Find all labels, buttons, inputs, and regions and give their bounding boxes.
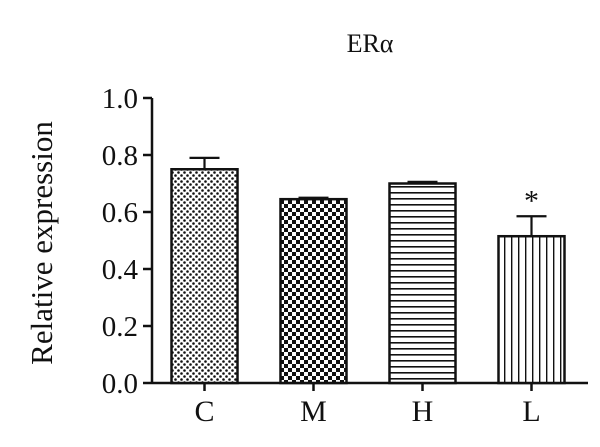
bar-H — [388, 182, 457, 385]
y-tick-label: 0.8 — [102, 140, 138, 172]
x-tick-label-C: C — [194, 395, 214, 428]
x-tick-label-L: L — [522, 395, 540, 428]
y-tick-label: 0.0 — [102, 368, 138, 400]
y-tick-label: 0.4 — [102, 254, 139, 286]
x-tick-label-H: H — [412, 395, 434, 428]
y-axis: 0.0 0.2 0.4 0.6 0.8 1.0 — [102, 83, 154, 400]
chart-title: ERα — [347, 29, 394, 58]
significance-marker: * — [524, 184, 539, 217]
bars: * — [170, 156, 566, 385]
y-tick-label: 1.0 — [102, 83, 138, 115]
y-tick-label: 0.2 — [102, 311, 138, 343]
x-tick-label-M: M — [300, 395, 327, 428]
bar-M — [279, 197, 348, 385]
y-tick-label: 0.6 — [102, 197, 138, 229]
bar-L — [497, 234, 566, 385]
y-axis-label: Relative expression — [24, 121, 59, 365]
bar-C — [170, 168, 239, 385]
